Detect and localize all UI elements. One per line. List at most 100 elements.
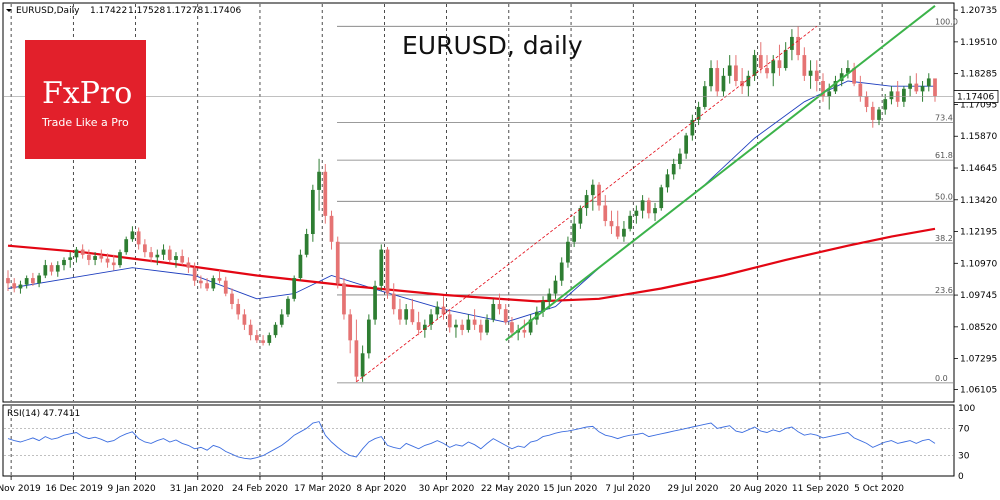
- candle-bull: [696, 106, 701, 120]
- candle-bull: [628, 215, 633, 229]
- rsi-tick-label: 0: [958, 472, 964, 482]
- candle-bull: [310, 189, 315, 235]
- candle-bear: [503, 309, 508, 323]
- candle-bear: [603, 205, 608, 222]
- candle-bull: [566, 241, 570, 263]
- candle-bull: [18, 284, 23, 289]
- candle-bull: [659, 187, 664, 209]
- rsi-panel: [2, 404, 955, 477]
- candle-bull: [62, 259, 66, 266]
- candle-bull: [273, 324, 278, 336]
- candle-bear: [342, 283, 346, 315]
- candle-bull: [466, 319, 471, 330]
- candle-bull: [553, 280, 558, 294]
- current-price-badge: [953, 90, 999, 103]
- candle-bull: [559, 262, 564, 281]
- candle-bull: [360, 353, 365, 377]
- candle-bull: [684, 135, 689, 154]
- candle-bull: [547, 293, 552, 302]
- chart-title: EURUSD, daily: [402, 31, 583, 60]
- candle-bull: [366, 319, 371, 354]
- candle-bear: [248, 324, 253, 336]
- candle-bear: [472, 319, 477, 325]
- candle-bull: [671, 163, 676, 175]
- rsi-tick-label: 100: [958, 404, 975, 414]
- candle-bull: [721, 75, 726, 92]
- candle-bear: [821, 81, 825, 97]
- date-tick-label: 16 Dec 2019: [45, 484, 103, 494]
- price-tick-label: 1.18285: [960, 70, 997, 80]
- candle-bull: [24, 278, 29, 285]
- candle-bull: [118, 252, 122, 266]
- candle-bear: [796, 36, 800, 56]
- candle-bull: [304, 234, 309, 255]
- candle-bear: [715, 68, 720, 92]
- candle-bull: [727, 65, 732, 76]
- candle-bear: [522, 329, 527, 333]
- candle-bull: [454, 324, 458, 328]
- fib-level-label: 61.8: [935, 151, 953, 160]
- candles: [6, 26, 937, 382]
- price-tick-label: 1.09745: [960, 291, 997, 301]
- candle-bull: [174, 256, 178, 260]
- candle-bull: [74, 249, 79, 258]
- date-axis: 22 Nov 2019 16 Dec 2019 9 Jan 2020 31 Jan 2…: [0, 476, 904, 494]
- candle-bull: [435, 306, 440, 315]
- candle-bull: [746, 75, 751, 87]
- price-tick-label: 1.14645: [960, 164, 997, 174]
- date-tick-label: 9 Jan 2020: [108, 484, 156, 494]
- candle-bear: [870, 106, 875, 120]
- date-tick-label: 15 Jun 2020: [543, 484, 597, 494]
- rsi-line: [7, 421, 936, 460]
- candle-bear: [198, 280, 203, 284]
- date-tick-label: 22 May 2020: [481, 484, 540, 494]
- price-tick-label: 1.08520: [960, 323, 997, 333]
- candle-bull: [404, 309, 409, 320]
- candle-bear: [192, 267, 197, 281]
- candle-bear: [31, 278, 35, 284]
- date-tick-label: 5 Oct 2020: [854, 484, 904, 494]
- symbol-label: EURUSD,Daily: [16, 6, 80, 16]
- fxpro-logo-brand: FxPro: [42, 76, 132, 111]
- candle-bull: [298, 254, 303, 279]
- candle-bull: [827, 91, 832, 97]
- price-axis: 1.20735 1.19510 1.18285 1.17095 1.15870 1.146…: [953, 6, 999, 395]
- candle-bear: [323, 171, 328, 216]
- candle-bull: [883, 99, 888, 110]
- candle-bear: [242, 314, 247, 325]
- trend-lines: [4, 5, 953, 383]
- candle-bull: [578, 208, 583, 224]
- candle-bull: [920, 86, 925, 92]
- fib-level-label: 38.2: [935, 234, 953, 243]
- candle-bull: [634, 210, 639, 216]
- candle-bull: [286, 298, 290, 315]
- candle-bull: [68, 257, 73, 260]
- candle-bear: [80, 249, 85, 255]
- fib-level-label: 23.6: [935, 286, 953, 295]
- date-tick-label: 29 Jul 2020: [667, 484, 718, 494]
- candle-bull: [55, 265, 60, 272]
- dropdown-triangle-icon[interactable]: [6, 9, 12, 12]
- candle-bull: [211, 278, 216, 289]
- candle-bear: [391, 293, 396, 310]
- date-tick-label: 22 Nov 2019: [0, 484, 41, 494]
- candle-bear: [441, 306, 446, 315]
- candle-bear: [143, 244, 147, 253]
- candle-bull: [279, 314, 284, 325]
- candle-bull: [572, 223, 577, 242]
- candle-bear: [398, 309, 402, 320]
- candle-bull: [690, 119, 695, 136]
- fib-level-label: 0.0: [935, 374, 948, 383]
- candle-bear: [254, 335, 259, 341]
- candle-bull: [926, 78, 931, 87]
- ohlc-low: 1.17278: [166, 6, 203, 16]
- price-tick-label: 1.20735: [960, 6, 997, 16]
- date-tick-label: 20 Aug 2020: [730, 484, 788, 494]
- candle-bear: [802, 55, 807, 76]
- candle-bull: [839, 73, 844, 82]
- rsi-tick-label: 70: [958, 424, 970, 434]
- date-tick-label: 8 Apr 2020: [356, 484, 406, 494]
- candle-bull: [889, 91, 894, 100]
- candle-bear: [914, 83, 919, 92]
